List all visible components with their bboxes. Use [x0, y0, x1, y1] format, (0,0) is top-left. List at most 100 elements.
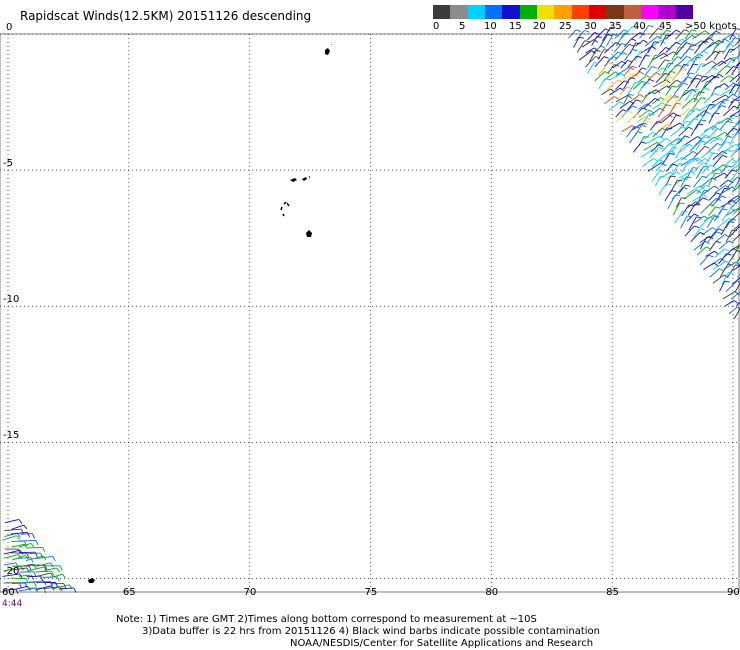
- wind-barb-flag: [697, 74, 703, 77]
- wind-barb: [647, 162, 662, 172]
- wind-barb-flag: [694, 203, 700, 206]
- wind-barb: [677, 76, 688, 88]
- wind-barb-flag: [660, 40, 666, 44]
- wind-barb-flag: [671, 96, 677, 99]
- wind-barb: [606, 79, 619, 90]
- wind-barb-flag: [731, 158, 737, 163]
- wind-barb-flag: [704, 30, 710, 35]
- wind-barb: [626, 82, 636, 97]
- wind-barb-flag: [656, 72, 661, 76]
- wind-barb: [638, 75, 647, 83]
- wind-barb-flag: [666, 29, 672, 33]
- wind-barb-flag: [679, 122, 685, 127]
- wind-barb-flag: [675, 102, 682, 105]
- wind-barb: [714, 185, 726, 194]
- wind-barb: [44, 567, 57, 571]
- wind-barb-flag: [636, 55, 642, 58]
- legend-swatch: [623, 5, 642, 19]
- longitude-label: 80: [485, 587, 499, 598]
- wind-barb-flag: [694, 77, 701, 80]
- legend-swatch: [675, 5, 694, 19]
- wind-barb: [711, 195, 723, 207]
- wind-barb: [573, 37, 580, 48]
- wind-barb-flag: [689, 110, 695, 112]
- wind-barb-flag: [724, 83, 729, 88]
- island-chagos-north: [325, 44, 332, 55]
- wind-barb-flag: [646, 120, 652, 123]
- wind-barb-flag: [653, 148, 658, 153]
- wind-barb-flag: [658, 144, 664, 148]
- wind-barb-flag: [726, 65, 732, 69]
- wind-barb: [693, 228, 701, 238]
- wind-barb: [695, 63, 702, 74]
- wind-barb-flag: [732, 114, 738, 118]
- wind-barb-flag: [56, 567, 60, 573]
- longitude-label: 85: [606, 587, 619, 598]
- wind-barb-flag: [701, 119, 707, 122]
- wind-barb-flag: [34, 582, 37, 588]
- wind-barb: [707, 39, 720, 49]
- wind-barb-flag: [659, 135, 664, 140]
- wind-barb: [713, 155, 723, 167]
- wind-barb-flag: [718, 228, 724, 231]
- footer-line-3: NOAA/NESDIS/Center for Satellite Applica…: [290, 638, 594, 649]
- wind-barb: [587, 62, 595, 74]
- wind-barb-flag: [33, 571, 37, 577]
- legend-label: 35: [609, 21, 622, 32]
- wind-barb: [667, 171, 677, 179]
- wind-barb: [710, 86, 717, 97]
- wind-barb-flag: [644, 55, 650, 57]
- wind-barb: [734, 120, 740, 125]
- wind-barb: [734, 146, 740, 153]
- wind-barb-flag: [641, 67, 647, 70]
- wind-barb-flag: [690, 170, 696, 175]
- wind-barb: [661, 153, 671, 166]
- legend-swatch: [502, 5, 521, 19]
- legend-label: 40: [633, 21, 646, 32]
- wind-barb: [661, 62, 669, 76]
- legend-swatch: [589, 5, 607, 19]
- wind-barb: [594, 71, 606, 82]
- wind-barb-flag: [595, 56, 601, 59]
- wind-barb: [675, 144, 684, 159]
- wind-barb: [608, 101, 621, 111]
- wind-barb: [711, 94, 726, 103]
- wind-barb: [693, 162, 704, 173]
- wind-barb-flag: [688, 126, 694, 130]
- wind-barb: [661, 76, 670, 88]
- wind-barb: [708, 192, 717, 201]
- wind-barb: [613, 43, 623, 53]
- wind-barb-flag: [715, 30, 721, 34]
- wind-barb: [10, 552, 28, 554]
- wind-barb: [729, 44, 740, 53]
- wind-barb-flag: [677, 138, 683, 142]
- wind-barb: [719, 281, 726, 292]
- legend-swatch: [519, 5, 538, 19]
- wind-barbs: [2, 25, 740, 595]
- wind-barb-flag: [718, 73, 724, 78]
- wind-barb-flag: [678, 46, 684, 48]
- wind-barb: [705, 50, 716, 61]
- wind-barb: [672, 202, 681, 216]
- wind-barb: [717, 117, 729, 125]
- wind-barb: [702, 60, 713, 68]
- wind-barb-flag: [681, 197, 687, 199]
- wind-barb-flag: [688, 204, 694, 207]
- wind-barb: [35, 585, 51, 591]
- wind-barb-flag: [595, 50, 601, 52]
- wind-barb: [712, 274, 725, 284]
- wind-barb-flag: [52, 556, 56, 562]
- wind-barb-flag: [714, 92, 720, 96]
- wind-barb-flag: [669, 76, 675, 79]
- wind-barb-flag: [725, 140, 731, 144]
- wind-barb-flag: [704, 158, 710, 162]
- wind-barb-flag: [631, 38, 637, 42]
- wind-barb-flag: [631, 26, 637, 29]
- wind-barb: [678, 108, 691, 118]
- wind-barb: [727, 99, 735, 109]
- time-label: 4:44: [2, 599, 23, 609]
- wind-barb-flag: [618, 79, 623, 84]
- wind-barb: [719, 263, 729, 278]
- wind-barb-flag: [727, 117, 733, 122]
- wind-barb: [675, 197, 682, 208]
